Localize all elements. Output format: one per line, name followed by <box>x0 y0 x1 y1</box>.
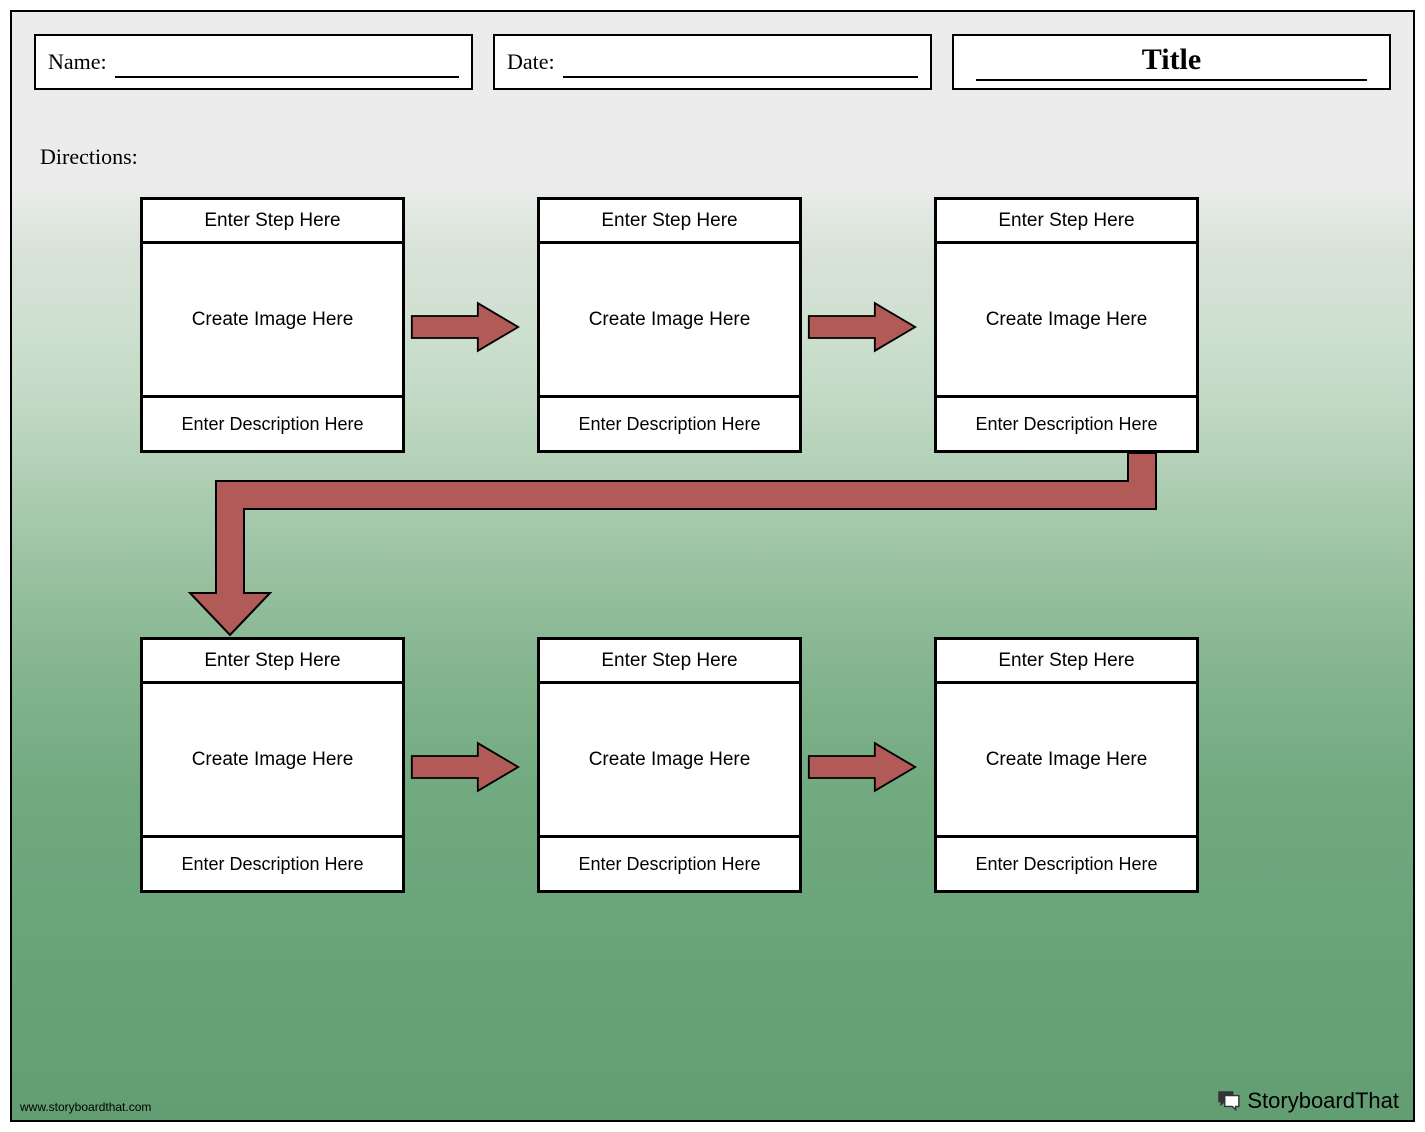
step-card-5[interactable]: Enter Step Here Create Image Here Enter … <box>537 637 802 893</box>
step-card-6[interactable]: Enter Step Here Create Image Here Enter … <box>934 637 1199 893</box>
step-title[interactable]: Enter Step Here <box>540 640 799 684</box>
directions-label: Directions: <box>40 144 138 170</box>
footer-url: www.storyboardthat.com <box>20 1100 151 1114</box>
step-image-area[interactable]: Create Image Here <box>937 684 1196 838</box>
step-title[interactable]: Enter Step Here <box>937 640 1196 684</box>
step-description[interactable]: Enter Description Here <box>143 838 402 890</box>
step-image-area[interactable]: Create Image Here <box>540 244 799 398</box>
worksheet-page: Name: Date: Title Directions: Enter Step… <box>10 10 1415 1122</box>
step-description[interactable]: Enter Description Here <box>143 398 402 450</box>
title-field-box[interactable]: Title <box>952 34 1391 90</box>
date-field-box[interactable]: Date: <box>493 34 932 90</box>
step-title[interactable]: Enter Step Here <box>937 200 1196 244</box>
step-image-area[interactable]: Create Image Here <box>937 244 1196 398</box>
connector-arrow-icon <box>182 453 1172 638</box>
header-row: Name: Date: Title <box>34 34 1391 90</box>
step-card-3[interactable]: Enter Step Here Create Image Here Enter … <box>934 197 1199 453</box>
step-description[interactable]: Enter Description Here <box>540 838 799 890</box>
date-label: Date: <box>507 49 555 75</box>
step-title[interactable]: Enter Step Here <box>143 200 402 244</box>
name-underline <box>115 46 459 78</box>
title-label: Title <box>976 43 1366 81</box>
step-title[interactable]: Enter Step Here <box>540 200 799 244</box>
step-image-area[interactable]: Create Image Here <box>540 684 799 838</box>
arrow-right-icon <box>410 297 520 357</box>
date-underline <box>563 46 918 78</box>
step-description[interactable]: Enter Description Here <box>540 398 799 450</box>
step-description[interactable]: Enter Description Here <box>937 838 1196 890</box>
name-field-box[interactable]: Name: <box>34 34 473 90</box>
step-description[interactable]: Enter Description Here <box>937 398 1196 450</box>
arrow-right-icon <box>807 737 917 797</box>
arrow-right-icon <box>410 737 520 797</box>
step-image-area[interactable]: Create Image Here <box>143 244 402 398</box>
step-card-1[interactable]: Enter Step Here Create Image Here Enter … <box>140 197 405 453</box>
step-title[interactable]: Enter Step Here <box>143 640 402 684</box>
name-label: Name: <box>48 49 107 75</box>
step-card-2[interactable]: Enter Step Here Create Image Here Enter … <box>537 197 802 453</box>
footer-brand: StoryboardThat <box>1247 1088 1399 1114</box>
arrow-right-icon <box>807 297 917 357</box>
step-image-area[interactable]: Create Image Here <box>143 684 402 838</box>
step-card-4[interactable]: Enter Step Here Create Image Here Enter … <box>140 637 405 893</box>
speech-bubble-icon <box>1215 1088 1241 1114</box>
footer-logo: StoryboardThat <box>1215 1088 1399 1114</box>
